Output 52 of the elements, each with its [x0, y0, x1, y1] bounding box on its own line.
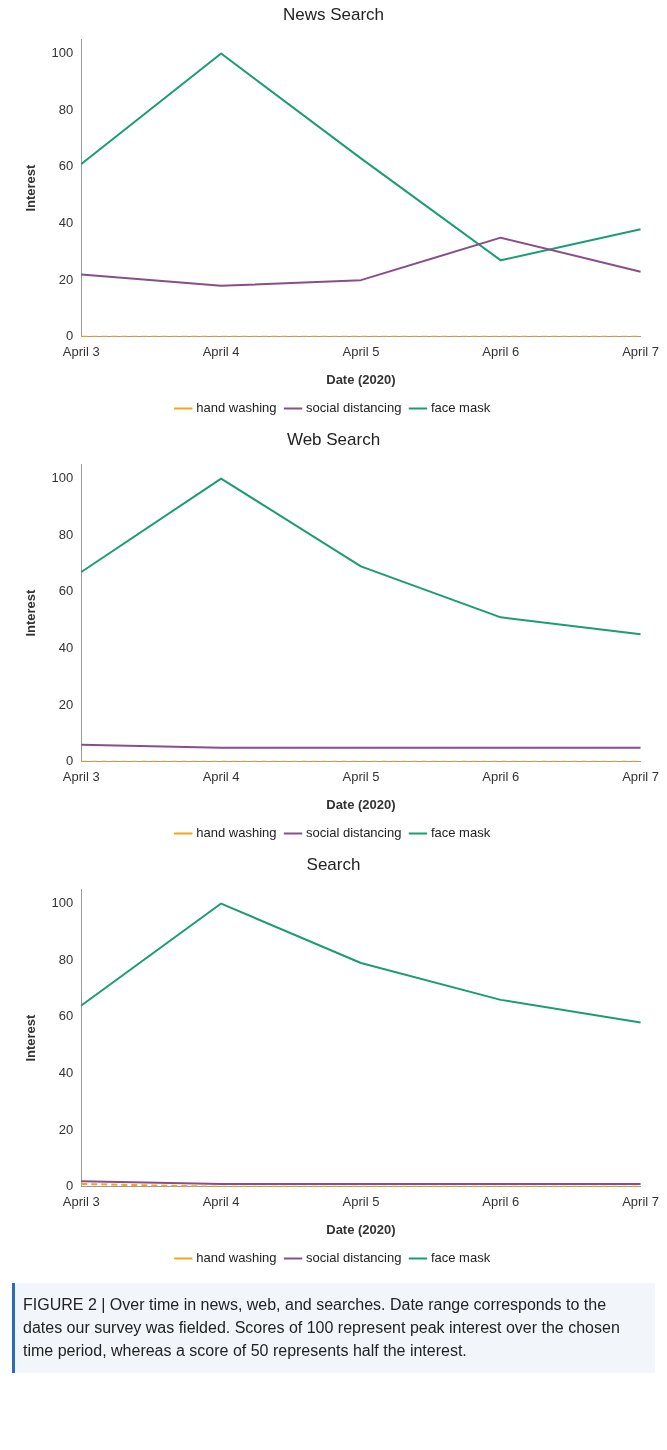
legend-label: social distancing — [306, 400, 402, 416]
y-tick-label: 20 — [58, 696, 74, 712]
legend-label: social distancing — [306, 825, 402, 841]
x-axis-title: Date (2020) — [326, 796, 396, 812]
x-tick-label: April 4 — [202, 344, 240, 360]
y-tick-label: 40 — [58, 215, 74, 231]
y-axis-title: Interest — [23, 1013, 39, 1062]
y-tick-label: 20 — [58, 271, 74, 287]
y-tick-label: 100 — [51, 470, 74, 486]
y-tick-label: 60 — [58, 158, 74, 174]
y-tick-label: 0 — [66, 328, 74, 344]
x-axis-title: Date (2020) — [326, 1221, 396, 1237]
legend-label: hand washing — [196, 400, 277, 416]
y-tick-label: 60 — [58, 583, 74, 599]
chart-title: Search — [306, 854, 361, 874]
x-tick-label: April 6 — [482, 769, 520, 785]
y-tick-label: 20 — [58, 1121, 74, 1137]
y-tick-label: 40 — [58, 1065, 74, 1081]
y-tick-label: 100 — [51, 895, 74, 911]
legend-label: face mask — [430, 1250, 491, 1266]
y-tick-label: 40 — [58, 640, 74, 656]
x-tick-label: April 3 — [62, 1194, 100, 1210]
y-axis-title: Interest — [23, 163, 39, 212]
legend-label: face mask — [430, 825, 491, 841]
legend-label: hand washing — [196, 825, 277, 841]
y-tick-label: 100 — [51, 45, 74, 61]
x-tick-label: April 5 — [342, 769, 380, 785]
y-tick-label: 80 — [58, 101, 74, 117]
x-tick-label: April 5 — [342, 344, 380, 360]
x-tick-label: April 6 — [482, 344, 520, 360]
y-tick-label: 80 — [58, 951, 74, 967]
chart-title: Web Search — [286, 429, 381, 449]
legend-label: face mask — [430, 400, 491, 416]
x-tick-label: April 5 — [342, 1194, 380, 1210]
y-tick-label: 60 — [58, 1008, 74, 1024]
x-tick-label: April 4 — [202, 769, 240, 785]
x-tick-label: April 3 — [62, 769, 100, 785]
caption: FIGURE 2 | Over time in news, web, and searches. Date range corresponds to the dates our survey was fielded. Scores of 100 represent peak interest over the chosen time period, whereas a score of 50 represents half the interest. — [12, 1283, 655, 1373]
x-tick-label: April 6 — [482, 1194, 520, 1210]
x-axis-title: Date (2020) — [326, 371, 396, 387]
y-tick-label: 80 — [58, 526, 74, 542]
x-tick-label: April 4 — [202, 1194, 240, 1210]
chart-title: News Search — [282, 4, 385, 24]
x-tick-label: April 7 — [622, 769, 660, 785]
legend-label: hand washing — [196, 1250, 277, 1266]
y-tick-label: 0 — [66, 1178, 74, 1194]
x-tick-label: April 7 — [622, 344, 660, 360]
y-tick-label: 0 — [66, 753, 74, 769]
y-axis-title: Interest — [23, 588, 39, 637]
x-tick-label: April 7 — [622, 1194, 660, 1210]
legend-label: social distancing — [306, 1250, 402, 1266]
x-tick-label: April 3 — [62, 344, 100, 360]
